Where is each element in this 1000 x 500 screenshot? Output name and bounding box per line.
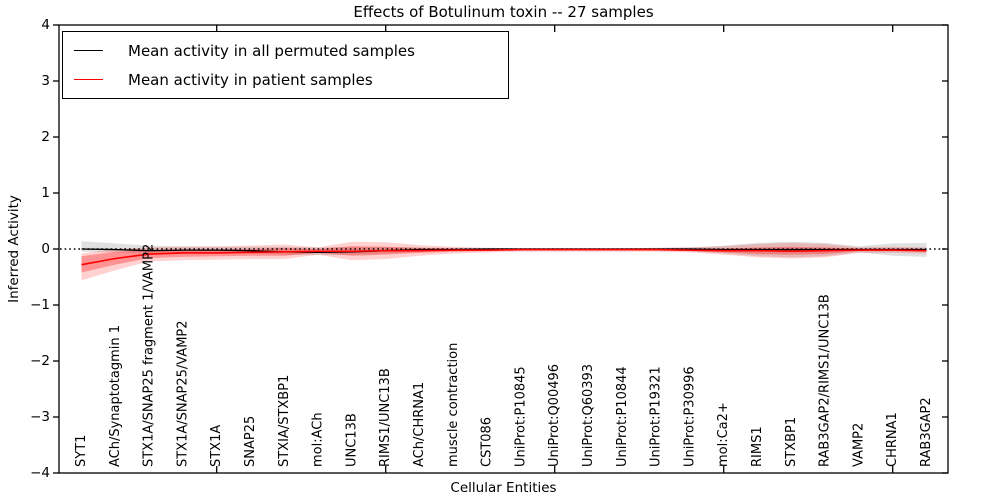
- x-tick-label: ACh/Synaptotagmin 1: [108, 325, 123, 467]
- x-tick-label: CST086: [480, 417, 495, 467]
- x-tick-label: RAB3GAP2/RIMS1/UNC13B: [818, 294, 833, 467]
- x-tick-label: UniProt:Q00496: [547, 364, 562, 467]
- x-tick-label: STX1A: [209, 425, 224, 467]
- x-tick-label: STXBP1: [784, 417, 799, 467]
- x-tick-label: RAB3GAP2: [919, 397, 934, 467]
- x-tick-label: UniProt:P30996: [682, 366, 697, 467]
- patient-mean-line: [81, 248, 927, 266]
- legend-label-permuted: Mean activity in all permuted samples: [128, 41, 415, 60]
- chart-title: Effects of Botulinum toxin -- 27 samples: [353, 3, 654, 21]
- x-tick-label: SYT1: [74, 435, 89, 467]
- x-tick-label: UniProt:P10845: [513, 366, 528, 467]
- x-tick-label: STX1A/SNAP25 fragment 1/VAMP2: [142, 244, 157, 467]
- y-tick-label: −1: [30, 297, 50, 313]
- x-tick-label: RIMS1: [750, 426, 765, 467]
- y-tick-label: −3: [30, 409, 50, 425]
- x-tick-label: STX1A/SNAP25/VAMP2: [175, 320, 190, 467]
- y-tick-label: 0: [41, 241, 50, 257]
- x-tick-label: UniProt:P10844: [615, 366, 630, 467]
- x-tick-label: VAMP2: [851, 423, 866, 467]
- red-line-sample-icon: [74, 79, 103, 80]
- patient-inner-band: [81, 246, 927, 273]
- y-tick-label: 3: [41, 73, 50, 89]
- y-tick-label: −2: [30, 353, 50, 369]
- legend-label-patient: Mean activity in patient samples: [128, 70, 373, 89]
- x-tick-label: UniProt:P19321: [649, 366, 664, 467]
- legend-entry-permuted: Mean activity in all permuted samples: [74, 36, 508, 65]
- x-tick-label: UniProt:Q60393: [581, 364, 596, 467]
- x-tick-label: ACh/CHRNA1: [412, 382, 427, 467]
- x-tick-label: CHRNA1: [885, 412, 900, 467]
- black-line-sample-icon: [74, 50, 103, 51]
- x-tick-label: muscle contraction: [446, 343, 461, 467]
- legend-entry-patient: Mean activity in patient samples: [74, 65, 508, 94]
- x-tick-label: SNAP25: [243, 416, 258, 467]
- x-tick-label: RIMS1/UNC13B: [378, 368, 393, 467]
- legend: Mean activity in all permuted samples Me…: [62, 31, 509, 99]
- y-tick-label: 2: [41, 129, 50, 145]
- x-tick-label: mol:Ca2+: [716, 402, 731, 467]
- x-tick-label: UNC13B: [344, 413, 359, 467]
- x-tick-label: mol:ACh: [311, 412, 326, 467]
- y-tick-label: 4: [41, 17, 50, 33]
- y-tick-label: −4: [30, 465, 50, 481]
- permuted-mean-line: [81, 248, 927, 254]
- x-axis-label: Cellular Entities: [450, 480, 557, 496]
- y-tick-label: 1: [41, 185, 50, 201]
- x-tick-label: STXIA/STXBP1: [277, 375, 292, 467]
